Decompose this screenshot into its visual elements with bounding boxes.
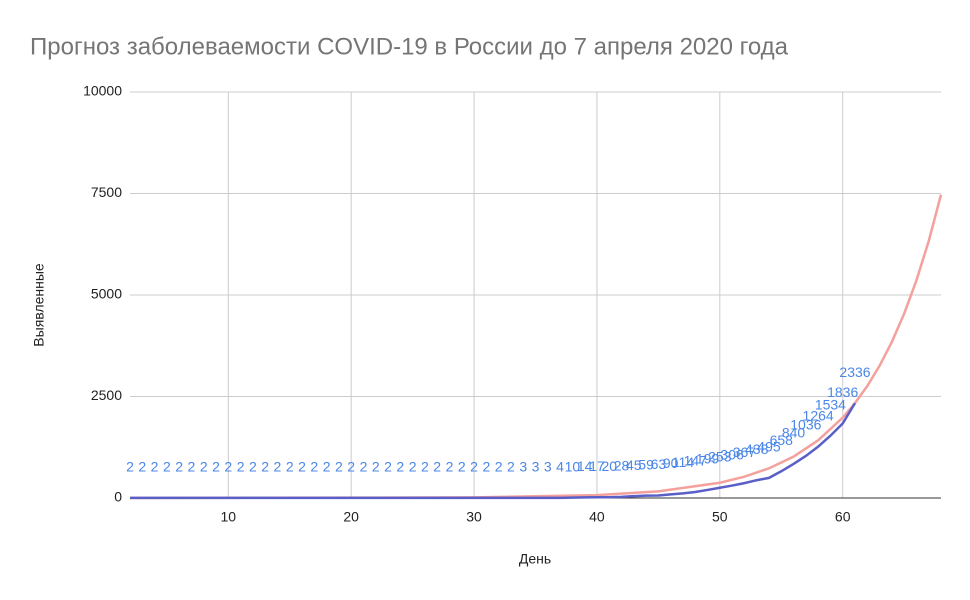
data-label: 2 <box>126 459 134 475</box>
data-label: 90 <box>663 455 679 471</box>
data-label: 14 <box>577 458 593 474</box>
data-label: 2 <box>396 459 404 475</box>
data-label: 2 <box>360 459 368 475</box>
data-label: 114 <box>672 454 695 470</box>
x-tick-label: 30 <box>466 509 482 525</box>
data-label: 253 <box>708 448 732 464</box>
data-label: 2 <box>310 459 318 475</box>
data-label: 3 <box>544 459 552 475</box>
data-label: 2 <box>446 459 454 475</box>
data-label: 147 <box>684 453 708 469</box>
data-label: 17 <box>589 458 605 474</box>
data-label: 3 <box>519 459 527 475</box>
y-axis-title: Выявленные <box>31 263 47 347</box>
y-tick-label: 0 <box>114 489 122 505</box>
data-label: 2 <box>470 459 478 475</box>
data-label: 2 <box>372 459 380 475</box>
data-label: 2 <box>200 459 208 475</box>
data-label: 2 <box>495 459 503 475</box>
y-tick-label: 7500 <box>91 184 122 200</box>
data-label: 2 <box>261 459 269 475</box>
data-label: 4 <box>556 459 564 475</box>
data-label: 2 <box>224 459 232 475</box>
data-label: 658 <box>770 432 794 448</box>
data-label: 2 <box>237 459 245 475</box>
data-label: 2336 <box>839 364 870 380</box>
data-label: 2 <box>433 459 441 475</box>
data-label: 1264 <box>803 407 834 423</box>
data-label: 2 <box>323 459 331 475</box>
series-line <box>129 194 943 500</box>
data-label: 1534 <box>815 396 846 412</box>
data-label: 495 <box>757 439 781 455</box>
data-label: 10 <box>565 458 581 474</box>
data-label: 1036 <box>790 417 821 433</box>
x-tick-label: 50 <box>712 509 728 525</box>
data-label: 840 <box>782 425 806 441</box>
data-label: 2 <box>458 459 466 475</box>
data-label: 63 <box>651 456 667 472</box>
data-label: 2 <box>421 459 429 475</box>
y-tick-label: 5000 <box>91 286 122 302</box>
data-label: 2 <box>409 459 417 475</box>
data-label: 2 <box>138 459 146 475</box>
x-axis-title: День <box>519 551 551 567</box>
data-label: 2 <box>274 459 282 475</box>
data-label: 59 <box>638 456 654 472</box>
data-label: 2 <box>175 459 183 475</box>
x-tick-label: 20 <box>343 509 359 525</box>
data-label: 2 <box>212 459 220 475</box>
data-label: 438 <box>745 441 769 457</box>
data-label: 1836 <box>827 384 858 400</box>
data-label: 2 <box>482 459 490 475</box>
data-label: 20 <box>601 458 617 474</box>
data-label: 45 <box>626 457 642 473</box>
x-tick-label: 10 <box>221 509 237 525</box>
data-label: 306 <box>720 446 744 462</box>
data-label: 2 <box>384 459 392 475</box>
x-tick-label: 40 <box>589 509 605 525</box>
data-label: 367 <box>733 444 757 460</box>
data-label: 2 <box>507 459 515 475</box>
data-label: 2 <box>347 459 355 475</box>
data-label: 2 <box>335 459 343 475</box>
data-label: 3 <box>532 459 540 475</box>
data-label: 2 <box>286 459 294 475</box>
data-label: 2 <box>188 459 196 475</box>
chart-title: Прогноз заболеваемости COVID-19 в России… <box>30 33 789 60</box>
data-label: 28 <box>614 458 630 474</box>
data-label: 2 <box>249 459 257 475</box>
data-label: 2 <box>298 459 306 475</box>
data-label: 2 <box>151 459 159 475</box>
y-tick-label: 2500 <box>91 387 122 403</box>
y-tick-label: 10000 <box>83 83 122 99</box>
data-label: 199 <box>696 451 720 467</box>
series-line <box>130 402 857 500</box>
x-tick-label: 60 <box>835 509 851 525</box>
data-label: 2 <box>163 459 171 475</box>
